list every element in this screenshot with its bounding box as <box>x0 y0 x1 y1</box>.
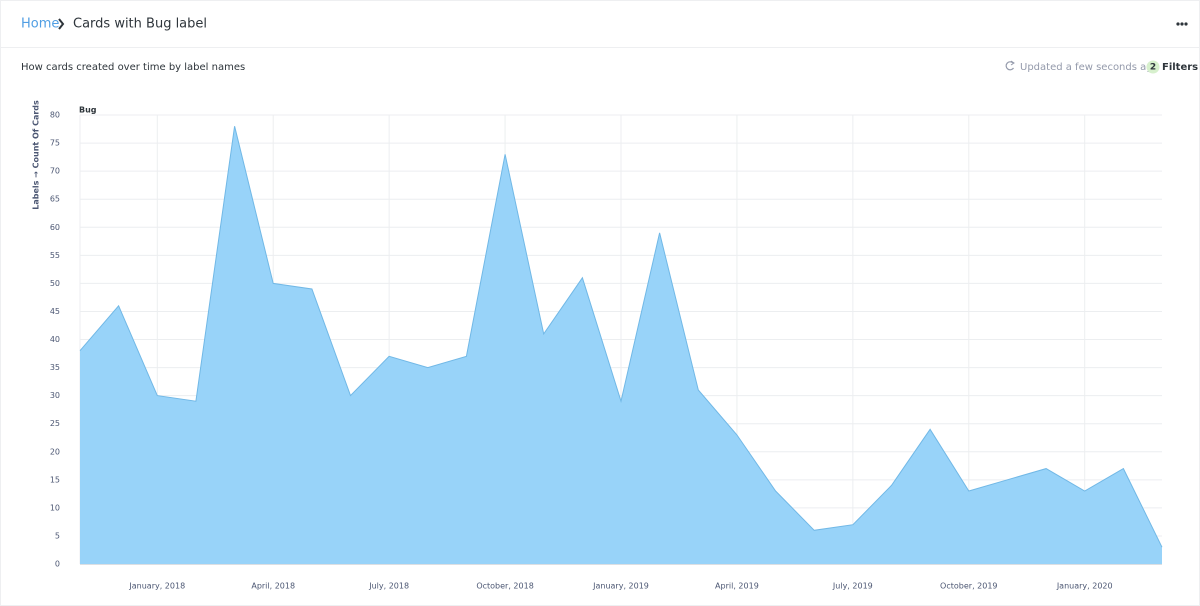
y-tick-label: 65 <box>50 195 60 204</box>
refresh-arrow <box>1010 60 1015 66</box>
x-tick-label: July, 2018 <box>368 582 409 591</box>
y-tick-label: 5 <box>55 531 60 540</box>
menu-dot <box>1184 22 1188 26</box>
y-tick-label: 50 <box>50 279 60 288</box>
area-fill <box>80 126 1162 564</box>
y-tick-label: 15 <box>50 475 60 484</box>
x-tick-label: January, 2018 <box>128 582 185 591</box>
y-tick-label: 55 <box>50 251 60 260</box>
x-tick-label: April, 2019 <box>715 582 759 591</box>
menu-dot <box>1176 22 1180 26</box>
updated-text: Updated a few seconds ago <box>1020 62 1159 73</box>
x-tick-label: April, 2018 <box>251 582 295 591</box>
filters-button[interactable]: Filters <box>1162 62 1198 73</box>
y-tick-label: 70 <box>50 167 60 176</box>
x-tick-label: January, 2020 <box>1056 582 1113 591</box>
y-tick-label: 40 <box>50 335 60 344</box>
y-tick-label: 0 <box>55 560 60 569</box>
y-tick-label: 75 <box>50 139 60 148</box>
y-tick-label: 45 <box>50 307 60 316</box>
x-tick-label: October, 2018 <box>476 582 533 591</box>
more-menu[interactable] <box>1176 22 1188 26</box>
menu-dot <box>1180 22 1184 26</box>
card-subtitle: How cards created over time by label nam… <box>21 62 245 73</box>
x-tick-label: July, 2019 <box>832 582 873 591</box>
breadcrumb-chevron <box>58 18 65 30</box>
y-tick-label: 60 <box>50 223 60 232</box>
y-tick-label: 10 <box>50 503 60 512</box>
breadcrumb-home[interactable]: Home <box>21 17 59 32</box>
series-label: Bug <box>79 106 97 115</box>
x-tick-label: October, 2019 <box>940 582 997 591</box>
area-line <box>79 126 1163 548</box>
breadcrumb-title: Cards with Bug label <box>73 17 207 32</box>
y-tick-label: 35 <box>50 363 60 372</box>
y-tick-label: 25 <box>50 419 60 428</box>
filter-badge[interactable] <box>1146 60 1160 74</box>
x-tick-label: January, 2019 <box>592 582 649 591</box>
y-tick-label: 80 <box>50 111 60 120</box>
y-tick-label: 30 <box>50 391 60 400</box>
filter-count: 2 <box>1150 63 1156 73</box>
refresh-icon <box>1005 61 1015 71</box>
y-axis-title: Labels → Count Of Cards <box>32 100 41 210</box>
y-tick-label: 20 <box>50 447 60 456</box>
